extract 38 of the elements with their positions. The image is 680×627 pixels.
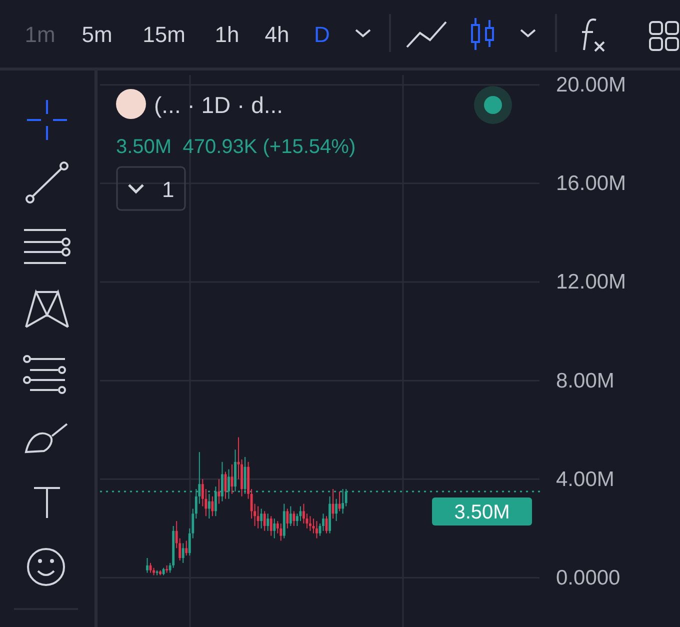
candlestick [335, 498, 338, 522]
text: 15m [142, 22, 186, 47]
candlestick [299, 506, 302, 522]
ref-line-label: 3.50M [454, 501, 510, 524]
text: 4h [264, 22, 290, 47]
candlestick [309, 516, 312, 532]
text: 5m [82, 22, 112, 47]
candlestick [280, 523, 282, 542]
annotation: 1 [162, 177, 174, 202]
y-tick-label: 20.00M [556, 74, 626, 97]
candlestick [146, 558, 148, 574]
y-tick-label: 4.00M [556, 468, 614, 491]
text: 1h [214, 22, 240, 47]
candlestick [286, 508, 289, 529]
candlestick [270, 516, 272, 536]
candlestick [266, 513, 270, 532]
text: D [314, 22, 330, 47]
y-tick-label: 0.0000 [556, 566, 620, 590]
text: (... · 1D · d... [154, 92, 284, 118]
candlestick [263, 510, 266, 532]
y-tick-label: 8.00M [556, 369, 614, 392]
candlestick [289, 506, 292, 526]
y-tick-label: 16.00M [556, 172, 626, 196]
candlestick [256, 506, 260, 529]
candlestick [292, 510, 296, 526]
candlestick [332, 488, 334, 520]
candlestick [218, 478, 220, 504]
y-tick-label: 12.00M [556, 270, 626, 294]
candlestick [316, 520, 318, 539]
candlestick [338, 490, 341, 512]
annotation: 3.50M 470.93K (+15.54%) [116, 136, 356, 158]
candlestick [260, 508, 263, 529]
text: 1m [24, 22, 56, 47]
candlestick [208, 493, 210, 520]
candlestick [185, 540, 188, 556]
candlestick [182, 542, 184, 564]
candlestick [211, 496, 214, 517]
candlestick [273, 518, 276, 539]
